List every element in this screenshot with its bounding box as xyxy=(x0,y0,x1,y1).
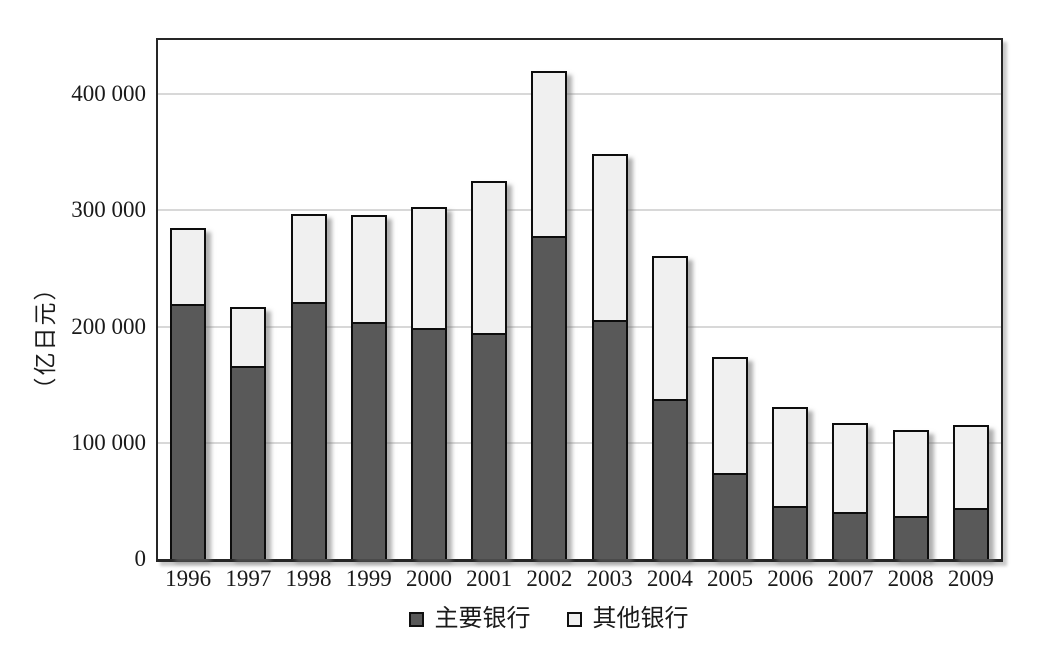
bar-2003-segment-other xyxy=(591,154,628,322)
y-tick-label-400000: 400 000 xyxy=(71,81,146,106)
bar-2002-segment-other xyxy=(531,70,568,239)
bar-2004 xyxy=(651,255,688,559)
x-tick-label-2002: 2002 xyxy=(526,566,573,591)
gridline-300000 xyxy=(158,209,1001,212)
bar-2003 xyxy=(591,154,628,559)
bar-2009-segment-other xyxy=(952,425,989,511)
bar-2000-segment-other xyxy=(410,206,447,330)
x-tick-label-2001: 2001 xyxy=(466,566,513,591)
major-banks-swatch xyxy=(408,611,424,627)
bar-1999 xyxy=(350,214,387,559)
x-tick-label-2003: 2003 xyxy=(586,566,633,591)
bar-1999-segment-other xyxy=(350,214,387,325)
bar-2005-segment-major xyxy=(712,475,749,559)
bar-2008-segment-other xyxy=(892,429,929,519)
bar-2002 xyxy=(531,70,568,559)
legend: 主要银行 其他银行 xyxy=(30,604,1037,634)
bar-2006-segment-major xyxy=(772,507,809,559)
bar-1997-segment-major xyxy=(230,368,267,559)
bar-1996-segment-major xyxy=(170,305,207,559)
gridline-400000 xyxy=(158,93,1001,95)
bar-2006 xyxy=(772,406,809,559)
bar-2007-segment-major xyxy=(832,513,869,559)
bar-2001-segment-major xyxy=(471,334,508,559)
bar-2006-segment-other xyxy=(772,406,809,508)
y-tick-label-0: 0 xyxy=(134,546,147,571)
bar-1996 xyxy=(170,227,207,559)
gridline-200000 xyxy=(158,325,1001,328)
bar-1997-segment-other xyxy=(230,306,267,369)
bar-2007 xyxy=(832,423,869,559)
bar-2008 xyxy=(892,429,929,559)
bar-2003-segment-major xyxy=(591,321,628,559)
bar-2009-segment-major xyxy=(952,510,989,559)
other-banks-label: 其他银行 xyxy=(592,606,689,632)
bar-2007-segment-other xyxy=(832,423,869,514)
y-tick-label-200000: 200 000 xyxy=(71,313,146,339)
bar-2004-segment-other xyxy=(651,255,688,401)
x-tick-label-1999: 1999 xyxy=(345,566,392,591)
x-tick-label-2009: 2009 xyxy=(947,566,994,591)
bar-2001-segment-other xyxy=(471,181,508,335)
bar-2005 xyxy=(712,356,749,559)
x-tick-label-1997: 1997 xyxy=(225,566,272,591)
major-banks-label: 主要银行 xyxy=(434,606,531,632)
legend-item-major-banks: 主要银行 xyxy=(408,604,531,634)
legend-item-other-banks: 其他银行 xyxy=(566,604,689,634)
bar-1999-segment-major xyxy=(350,324,387,559)
bar-2002-segment-major xyxy=(531,238,568,559)
plot-area xyxy=(156,38,1003,562)
bar-2009 xyxy=(952,425,989,559)
bar-1998-segment-major xyxy=(290,304,327,559)
bar-1998 xyxy=(290,213,327,559)
bar-1997 xyxy=(230,306,267,559)
x-tick-label-2006: 2006 xyxy=(767,566,814,591)
other-banks-swatch xyxy=(566,611,582,627)
bar-2000 xyxy=(410,206,447,559)
gridline-100000 xyxy=(158,441,1001,444)
bar-2008-segment-major xyxy=(892,518,929,559)
bar-1998-segment-other xyxy=(290,213,327,305)
plot-inner xyxy=(158,40,1001,559)
bar-2005-segment-other xyxy=(712,356,749,476)
x-tick-label-2004: 2004 xyxy=(646,566,693,591)
x-tick-label-1996: 1996 xyxy=(165,566,212,591)
bar-2000-segment-major xyxy=(410,330,447,559)
x-tick-label-2008: 2008 xyxy=(887,566,934,591)
x-tick-label-2007: 2007 xyxy=(827,566,874,591)
x-tick-label-1998: 1998 xyxy=(285,566,332,591)
y-tick-label-100000: 100 000 xyxy=(71,429,146,455)
bar-1996-segment-other xyxy=(170,227,207,306)
y-tick-label-300000: 300 000 xyxy=(71,197,146,223)
x-tick-label-2005: 2005 xyxy=(707,566,754,591)
x-tick-label-2000: 2000 xyxy=(405,566,452,591)
bar-2004-segment-major xyxy=(651,400,688,559)
bar-2001 xyxy=(471,181,508,559)
